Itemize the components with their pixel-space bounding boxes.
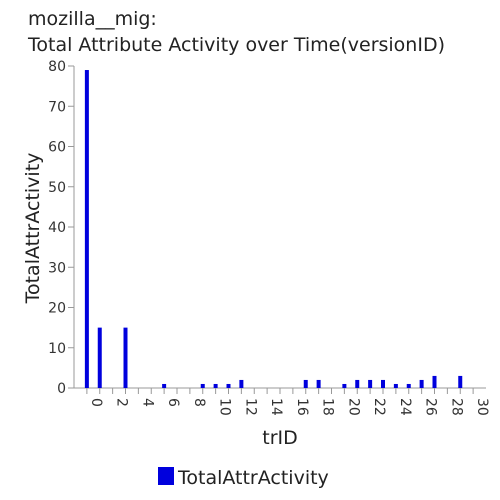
bar: [123, 327, 128, 388]
bar: [419, 379, 424, 388]
chart-title-line1: mozilla__mig:: [28, 8, 157, 30]
bar: [162, 383, 167, 388]
y-tick-label: 60: [48, 140, 66, 156]
x-tick-label: 6: [165, 398, 181, 407]
x-tick-label: 18: [320, 398, 336, 416]
legend: TotalAttrActivity: [158, 467, 329, 489]
chart-title-line2: Total Attribute Activity over Time(versi…: [27, 34, 445, 56]
y-tick-label: 20: [48, 301, 66, 317]
y-tick-label: 50: [48, 180, 66, 196]
bar: [432, 375, 437, 388]
bar: [355, 379, 360, 388]
x-tick-label: 2: [114, 398, 130, 407]
x-tick-label: 24: [397, 398, 413, 416]
bar: [458, 375, 463, 388]
x-tick-label: 12: [242, 398, 258, 416]
x-axis-label: trID: [262, 427, 298, 449]
x-tick-label: 16: [294, 398, 310, 416]
x-tick-label: 20: [345, 398, 361, 416]
bar: [406, 383, 411, 388]
bar-series: [84, 70, 463, 389]
x-tick-label: 8: [191, 398, 207, 407]
x-tick-label: 30: [474, 398, 490, 416]
bar: [213, 383, 218, 388]
x-axis: 0 2 4 6 8 10 12 14 16 18 20 22 24 26 28 30: [74, 387, 490, 416]
y-tick-label: 40: [48, 220, 66, 236]
bar: [200, 383, 205, 388]
x-tick-label: 4: [139, 398, 155, 407]
bar: [393, 383, 398, 388]
y-tick-label: 0: [57, 381, 66, 397]
y-tick-label: 70: [48, 99, 66, 115]
x-tick-label: 26: [423, 398, 439, 416]
y-tick-label: 30: [48, 260, 66, 276]
bar: [226, 383, 231, 388]
x-tick-label: 0: [88, 398, 104, 407]
bar: [84, 70, 89, 389]
x-tick-label: 22: [371, 398, 387, 416]
bar: [368, 379, 373, 388]
bar: [342, 383, 347, 388]
legend-label: TotalAttrActivity: [177, 467, 329, 489]
bar: [239, 379, 244, 388]
bar: [303, 379, 308, 388]
x-tick-label: 28: [448, 398, 464, 416]
x-tick-label: 14: [268, 398, 284, 416]
legend-swatch: [158, 467, 174, 485]
bar: [316, 379, 321, 388]
x-tick-label: 10: [217, 398, 233, 416]
bar: [97, 327, 102, 388]
y-tick-label: 10: [48, 341, 66, 357]
y-axis-label: TotalAttrActivity: [22, 153, 44, 305]
y-axis: 0 10 20 30 40 50 60 70 80: [48, 59, 75, 397]
y-tick-label: 80: [48, 59, 66, 75]
bar: [381, 379, 385, 388]
